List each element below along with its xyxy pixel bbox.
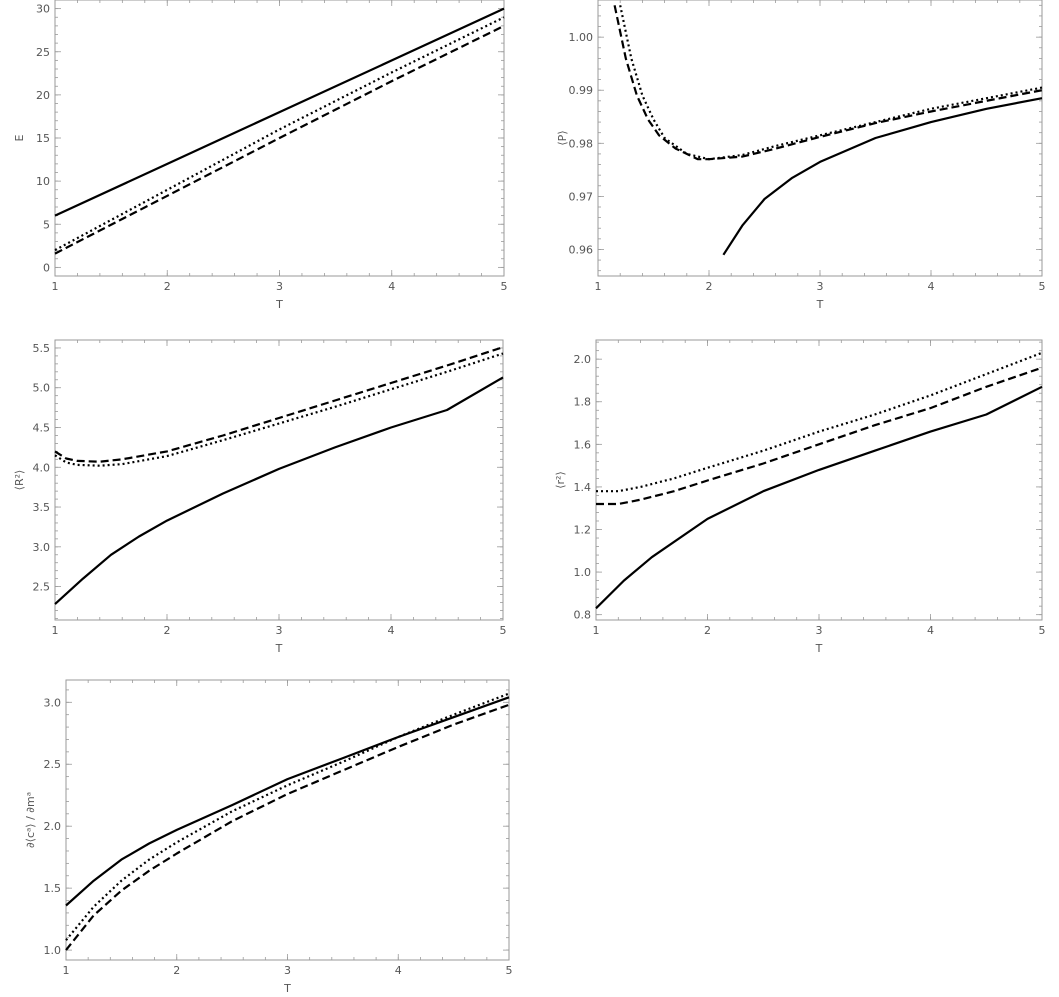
x-axis-label: T (816, 298, 824, 311)
y-tick-label: 0.99 (569, 84, 594, 97)
y-tick-label: 0.98 (569, 137, 594, 150)
y-tick-label: 1.5 (44, 882, 62, 895)
x-tick-label: 5 (1039, 624, 1046, 637)
x-axis-label: T (283, 982, 291, 995)
series-line-solid (54, 7, 505, 217)
x-tick-label: 1 (52, 624, 59, 637)
y-axis-label: ∂⟨cᵃ⟩ / ∂mᵃ (24, 792, 37, 848)
y-tick-label: 2.5 (33, 581, 51, 594)
x-tick-label: 3 (817, 280, 824, 293)
x-tick-label: 1 (593, 624, 600, 637)
x-tick-label: 2 (164, 280, 171, 293)
y-tick-label: 25 (36, 46, 50, 59)
x-tick-label: 5 (506, 964, 513, 977)
x-tick-label: 4 (927, 624, 934, 637)
y-tick-label: 1.0 (574, 566, 592, 579)
plot-frame (595, 339, 1043, 621)
y-tick-label: 1.6 (574, 438, 592, 451)
y-tick-label: 5.0 (33, 382, 51, 395)
y-tick-label: 30 (36, 3, 50, 16)
chart-panel-5: 1 2 3 4 5 1.0 1.5 2.0 2.5 3.0 T ∂⟨cᵃ⟩ / ∂mᵃ (24, 679, 513, 995)
y-tick-label: 15 (36, 132, 50, 145)
series-line-dashed (54, 24, 505, 255)
y-axis-label: ⟨R²⟩ (13, 470, 26, 491)
y-tick-label: 0.96 (569, 243, 594, 256)
x-tick-label: 2 (706, 280, 713, 293)
y-tick-label: 3.0 (44, 696, 62, 709)
x-tick-label: 3 (276, 624, 283, 637)
chart-panel-3: 1 2 3 4 5 2.5 3.0 3.5 4.0 4.5 5.0 5.5 T ⟨R²⟩ (13, 339, 507, 655)
series-line-solid (595, 385, 1043, 610)
y-tick-label: 2.0 (44, 820, 62, 833)
series-line-dashed (54, 346, 504, 463)
y-tick-label: 3.0 (33, 541, 51, 554)
series-line-solid (65, 696, 510, 907)
y-tick-label: 4.0 (33, 461, 51, 474)
x-tick-label: 4 (388, 280, 395, 293)
y-tick-label: 0.8 (574, 609, 592, 622)
y-tick-label: 4.5 (33, 422, 51, 435)
y-tick-label: 3.5 (33, 501, 51, 514)
y-axis-label: ⟨r²⟩ (554, 471, 567, 489)
y-tick-label: 2.5 (44, 758, 62, 771)
x-tick-label: 5 (1039, 280, 1046, 293)
chart-panel-2: 1 2 3 4 5 0.96 0.97 0.98 0.99 1.00 T ⟨P⟩ (556, 0, 1046, 311)
y-tick-label: 1.2 (574, 524, 592, 537)
x-tick-label: 3 (816, 624, 823, 637)
x-tick-label: 4 (928, 280, 935, 293)
y-tick-label: 1.00 (569, 31, 594, 44)
x-tick-label: 1 (63, 964, 70, 977)
series-line-dotted (54, 16, 505, 252)
series-line-solid (54, 376, 504, 605)
y-tick-label: 2.0 (574, 353, 592, 366)
y-tick-label: 5.5 (33, 342, 51, 355)
x-tick-label: 2 (164, 624, 171, 637)
x-tick-label: 1 (52, 280, 59, 293)
series-line-dashed (613, 5, 1043, 161)
series-line-dotted (65, 692, 510, 941)
series-line-solid (722, 97, 1043, 256)
series-line-dashed (596, 366, 1043, 506)
y-tick-label: 10 (36, 175, 50, 188)
x-tick-label: 3 (284, 964, 291, 977)
x-tick-label: 4 (395, 964, 402, 977)
y-tick-label: 0.97 (569, 190, 594, 203)
y-axis-label: E (13, 134, 26, 141)
x-axis-label: T (275, 298, 283, 311)
y-tick-label: 20 (36, 89, 50, 102)
x-tick-label: 4 (388, 624, 395, 637)
series-line-dashed (65, 703, 510, 951)
chart-panel-4: 1 2 3 4 5 0.8 1.0 1.2 1.4 1.6 1.8 2.0 T ⟨r²⟩ (554, 339, 1046, 655)
x-tick-label: 2 (704, 624, 711, 637)
x-tick-label: 5 (500, 624, 507, 637)
x-axis-label: T (275, 642, 283, 655)
y-axis-label: ⟨P⟩ (556, 130, 569, 145)
chart-panel-1: 1 2 3 4 5 0 5 10 15 20 25 30 T E (13, 0, 508, 311)
y-tick-label: 0 (43, 261, 50, 274)
y-tick-label: 1.8 (574, 396, 592, 409)
y-tick-label: 1.0 (44, 944, 62, 957)
series-line-dotted (54, 352, 504, 467)
x-axis-label: T (815, 642, 823, 655)
x-tick-label: 2 (173, 964, 180, 977)
y-tick-label: 5 (43, 218, 50, 231)
x-tick-label: 5 (501, 280, 508, 293)
x-tick-label: 3 (276, 280, 283, 293)
series-line-dotted (619, 5, 1043, 161)
plot-frame (54, 339, 504, 621)
y-tick-label: 1.4 (574, 481, 592, 494)
x-tick-label: 1 (595, 280, 602, 293)
